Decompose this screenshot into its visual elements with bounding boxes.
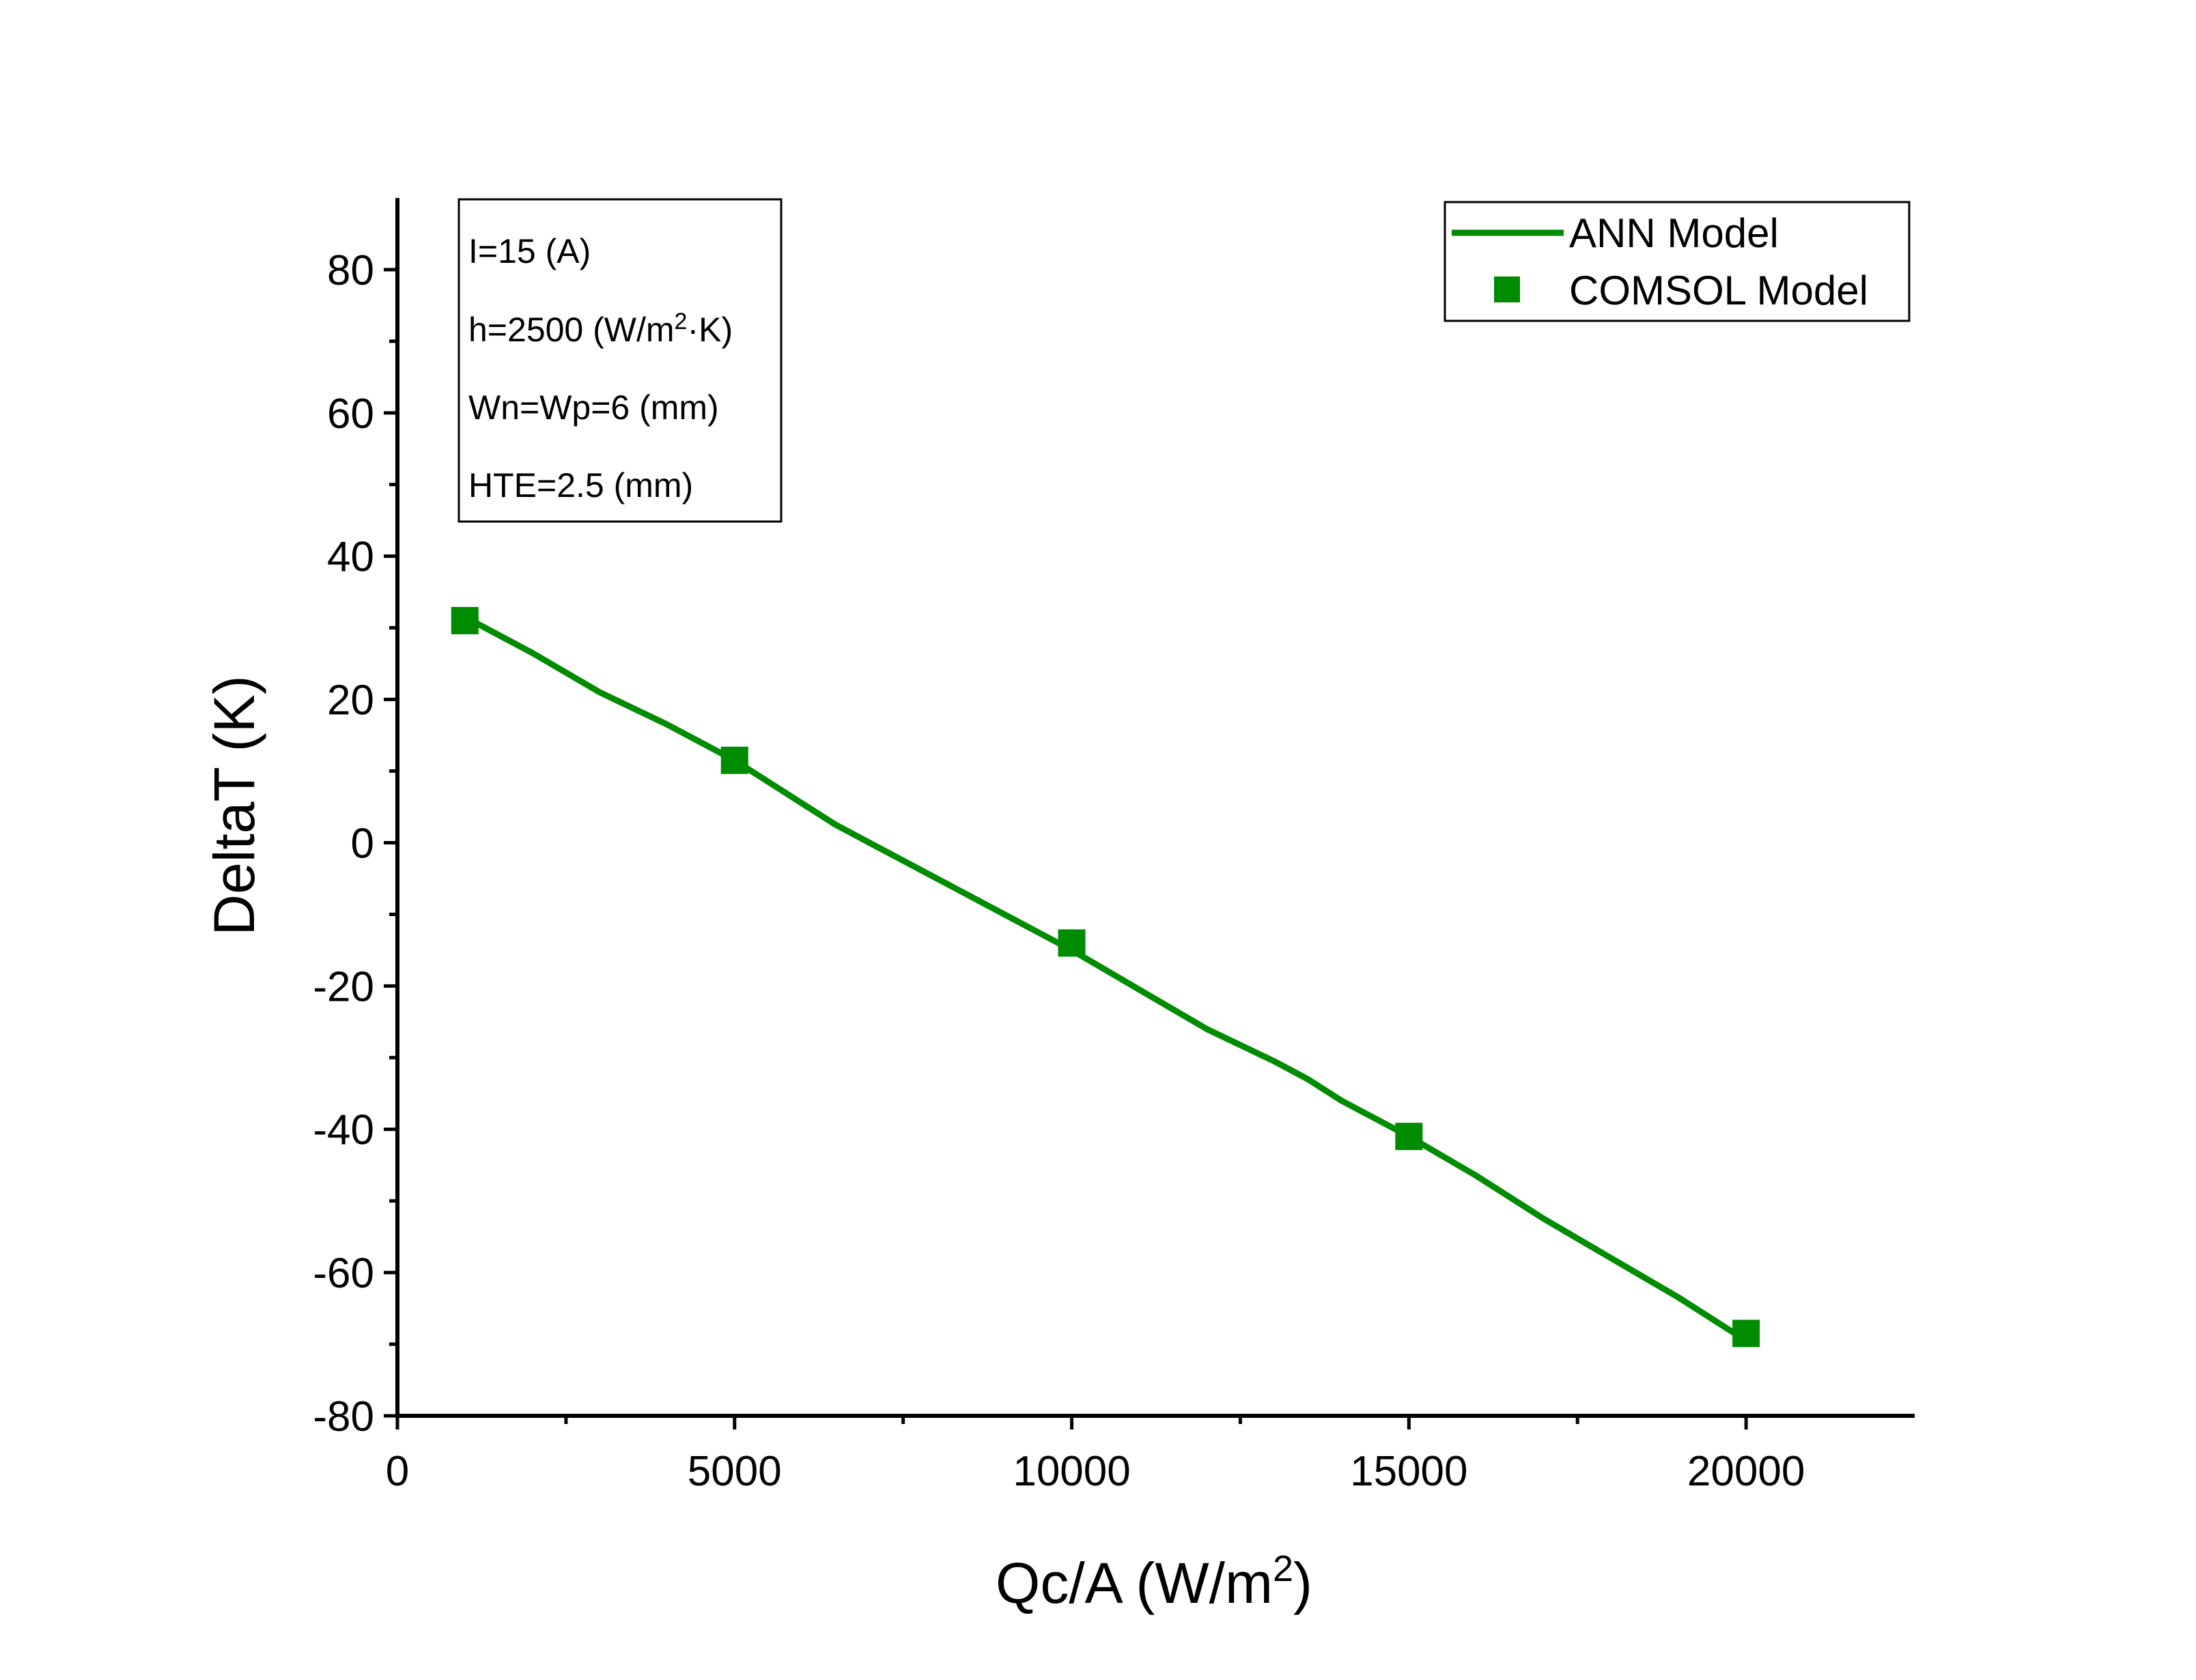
- legend: ANN Model COMSOL Model: [1444, 201, 1911, 322]
- x-tick-label: 15000: [1350, 1448, 1467, 1495]
- plot-content: [451, 607, 1760, 1348]
- annotation-line-hte: HTE=2.5 (mm): [468, 466, 693, 504]
- x-tick-label: 0: [386, 1448, 409, 1495]
- y-tick-label: -60: [313, 1250, 374, 1297]
- y-tick-label: 20: [327, 677, 374, 724]
- y-tick-label: -20: [313, 963, 374, 1010]
- annotation-line-current: I=15 (A): [468, 232, 591, 270]
- y-ticks: -80 -60 -40 -20 0 20 40 60 80: [313, 247, 397, 1440]
- comsol-marker: [451, 607, 479, 635]
- y-tick-label: 80: [327, 247, 374, 294]
- y-tick-label: -40: [313, 1107, 374, 1154]
- x-tick-label: 10000: [1013, 1448, 1130, 1495]
- x-axis-title: Qc/A (W/m2): [996, 1548, 1312, 1615]
- annotation-line-h: h=2500 (W/m2·K): [468, 309, 733, 349]
- annotation-frame: [458, 198, 783, 523]
- x-tick-label: 20000: [1687, 1448, 1805, 1495]
- y-tick-label: -80: [313, 1393, 374, 1440]
- comsol-marker: [1732, 1320, 1760, 1348]
- y-tick-label: 60: [327, 390, 374, 438]
- legend-frame: [1444, 201, 1911, 322]
- ann-model-line: [462, 614, 1749, 1344]
- legend-label-ann: ANN Model: [1569, 210, 1779, 256]
- comsol-marker: [1058, 929, 1086, 957]
- x-tick-label: 5000: [688, 1448, 782, 1495]
- comsol-marker: [720, 746, 748, 774]
- x-ticks: 0 5000 10000 15000 20000: [386, 1416, 1805, 1495]
- y-axis-title: DeltaT (K): [202, 675, 266, 935]
- annotation-box: I=15 (A) h=2500 (W/m2·K) Wn=Wp=6 (mm) HT…: [458, 198, 783, 523]
- annotation-line-width: Wn=Wp=6 (mm): [468, 388, 719, 427]
- x-axis-title-superscript: 2: [1273, 1548, 1293, 1589]
- legend-marker-swatch: [1494, 276, 1520, 302]
- y-tick-label: 40: [327, 534, 374, 581]
- legend-label-comsol: COMSOL Model: [1569, 268, 1868, 313]
- comsol-marker: [1395, 1122, 1423, 1150]
- y-tick-label: 0: [351, 820, 374, 867]
- annotation-h-superscript: 2: [675, 309, 688, 334]
